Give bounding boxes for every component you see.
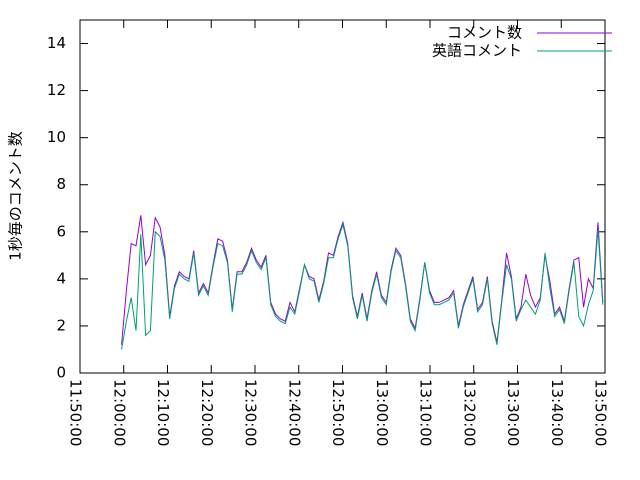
- y-tick-label: 6: [56, 222, 66, 240]
- x-tick-label: 13:20:00: [460, 379, 478, 446]
- x-tick-label: 13:50:00: [592, 379, 610, 446]
- y-tick-label: 8: [56, 175, 66, 193]
- series-line: [121, 215, 604, 345]
- y-tick-label: 14: [47, 34, 66, 52]
- y-tick-label: 0: [56, 364, 66, 382]
- x-tick-label: 12:00:00: [110, 379, 128, 446]
- x-tick-label: 12:10:00: [154, 379, 172, 446]
- x-tick-label: 12:40:00: [285, 379, 303, 446]
- y-tick-label: 12: [47, 81, 66, 99]
- x-tick-label: 13:10:00: [417, 379, 435, 446]
- x-tick-label: 12:20:00: [198, 379, 216, 446]
- y-tick-label: 2: [56, 316, 66, 334]
- x-tick-label: 13:00:00: [373, 379, 391, 446]
- x-tick-label: 13:40:00: [548, 379, 566, 446]
- y-axis-label: 1秒毎のコメント数: [7, 131, 25, 261]
- legend-label: コメント数: [447, 24, 522, 42]
- x-tick-label: 11:50:00: [67, 379, 85, 446]
- plot-border: [79, 19, 606, 374]
- x-tick-label: 12:50:00: [329, 379, 347, 446]
- series-line: [121, 222, 604, 350]
- legend-label: 英語コメント: [432, 42, 522, 60]
- x-tick-label: 13:30:00: [504, 379, 522, 446]
- y-tick-label: 4: [56, 269, 66, 287]
- y-tick-label: 10: [47, 128, 66, 146]
- x-tick-label: 12:30:00: [242, 379, 260, 446]
